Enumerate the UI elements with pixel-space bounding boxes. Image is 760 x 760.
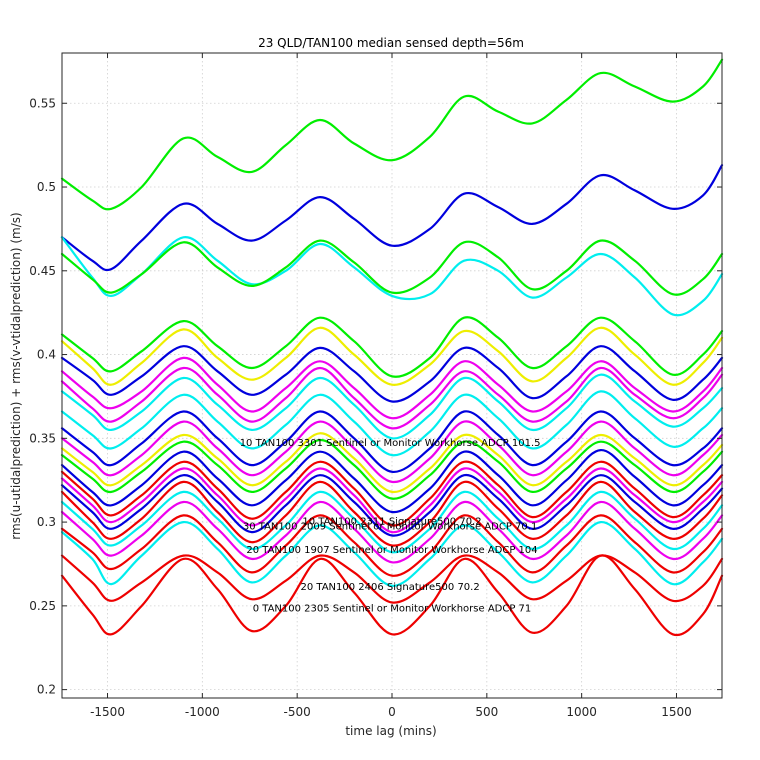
plot-area <box>60 58 724 637</box>
y-tick-label: 0.3 <box>37 515 56 529</box>
ticks: -1500 -1000 -500 0 500 1000 1500 0.2 0.25 0.3 0.35… <box>29 53 722 719</box>
y-axis-title: rms(u-utidalprediction) + rms(v-vtidalpr… <box>9 212 23 539</box>
annotation-label: 30 TAN100 2009 Sentinel or Monitor Workh… <box>243 522 537 533</box>
series-line-9 <box>60 366 724 430</box>
series-line-3 <box>60 239 724 296</box>
x-tick-label: -1500 <box>90 705 125 719</box>
y-tick-label: 0.25 <box>29 599 56 613</box>
annotations: 10 TAN100 3301 Sentinel or Monitor Workh… <box>240 438 541 615</box>
annotation-label: 10 TAN100 2311 Signature500 70.2 <box>302 517 481 528</box>
series-line-17 <box>60 467 724 534</box>
series-line-12 <box>60 420 724 484</box>
series-line-6 <box>60 345 724 403</box>
series-line-4 <box>60 316 724 378</box>
series-line-22 <box>60 514 724 577</box>
x-tick-label: 0 <box>388 705 396 719</box>
series-line-13 <box>60 432 724 494</box>
chart-title: 23 QLD/TAN100 median sensed depth=56m <box>258 36 524 50</box>
x-tick-label: -500 <box>284 705 311 719</box>
series-line-20 <box>60 490 724 554</box>
series-line-7 <box>60 356 724 420</box>
annotation-label: 20 TAN100 2406 Signature500 70.2 <box>300 582 479 593</box>
series-line-25 <box>60 554 724 637</box>
y-tick-label: 0.2 <box>37 683 56 697</box>
series-line-1 <box>60 164 724 272</box>
series-line-0 <box>60 58 724 211</box>
x-tick-label: 500 <box>475 705 498 719</box>
x-tick-label: 1000 <box>566 705 597 719</box>
series-line-24 <box>60 554 724 604</box>
y-tick-label: 0.4 <box>37 348 56 362</box>
y-tick-label: 0.45 <box>29 264 56 278</box>
x-tick-label: 1500 <box>661 705 692 719</box>
series-line-10 <box>60 390 724 457</box>
annotation-label: 0 TAN100 2305 Sentinel or Monitor Workho… <box>253 604 532 615</box>
series-line-16 <box>60 460 724 527</box>
series-line-23 <box>60 521 724 587</box>
y-tick-label: 0.35 <box>29 431 56 445</box>
series-line-11 <box>60 410 724 473</box>
annotation-label: 10 TAN100 3301 Sentinel or Monitor Workh… <box>240 438 541 449</box>
x-axis-title: time lag (mins) <box>345 724 436 738</box>
series-line-18 <box>60 474 724 537</box>
x-tick-label: -1000 <box>185 705 220 719</box>
series-line-19 <box>60 480 724 547</box>
series-line-8 <box>60 373 724 440</box>
y-tick-label: 0.55 <box>29 96 56 110</box>
series-line-15 <box>60 448 724 514</box>
series-line-21 <box>60 500 724 564</box>
annotation-label: 20 TAN100 1907 Sentinel or Monitor Workh… <box>246 545 537 556</box>
series-line-14 <box>60 438 724 500</box>
y-tick-label: 0.5 <box>37 180 56 194</box>
series-line-5 <box>60 326 724 386</box>
